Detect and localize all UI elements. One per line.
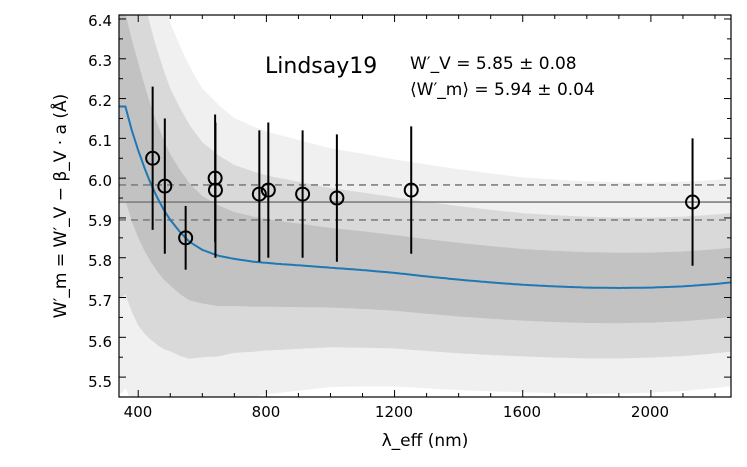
data-point-2 xyxy=(178,206,194,270)
y-tick-label-5.5: 5.5 xyxy=(88,373,112,391)
x-axis-label: λ_eff (nm) xyxy=(382,431,469,451)
chart-title: Lindsay19 xyxy=(265,54,377,79)
data-point-1 xyxy=(157,118,173,254)
point-marker xyxy=(403,182,419,198)
point-marker xyxy=(207,182,223,198)
x-tick-label-800: 800 xyxy=(252,403,281,421)
y-tick-label-5.8: 5.8 xyxy=(88,252,112,270)
y-axis-label: W′_m = W′_V − β_V · a (Å) xyxy=(49,94,71,319)
data-point-9 xyxy=(403,126,419,254)
y-tick-label-6.2: 6.2 xyxy=(88,92,112,110)
point-marker xyxy=(251,186,267,202)
y-tick-label-6.1: 6.1 xyxy=(88,132,112,150)
annotation-wv: W′_V = 5.85 ± 0.08 xyxy=(410,54,577,74)
data-points xyxy=(145,86,701,270)
annotation-wm-mean: ⟨W′_m⟩ = 5.94 ± 0.04 xyxy=(410,80,595,100)
ticks xyxy=(119,15,731,398)
data-point-8 xyxy=(329,134,345,262)
y-tick-label-5.7: 5.7 xyxy=(88,292,112,310)
data-point-6 xyxy=(260,122,276,258)
point-marker xyxy=(157,178,173,194)
point-marker xyxy=(178,230,194,246)
point-marker xyxy=(260,182,276,198)
y-tick-label-5.9: 5.9 xyxy=(88,212,112,230)
point-marker xyxy=(145,150,161,166)
data-point-4 xyxy=(207,122,223,258)
y-tick-label-6.3: 6.3 xyxy=(88,52,112,70)
y-tick-label-5.6: 5.6 xyxy=(88,333,112,351)
y-tick-label-6.4: 6.4 xyxy=(88,12,112,30)
data-point-5 xyxy=(251,130,267,262)
point-marker xyxy=(295,186,311,202)
data-point-7 xyxy=(295,130,311,258)
data-point-0 xyxy=(145,86,161,230)
x-tick-label-400: 400 xyxy=(124,403,153,421)
model-curve xyxy=(119,105,731,290)
plot-frame xyxy=(118,14,732,398)
x-tick-label-1200: 1200 xyxy=(375,403,413,421)
x-tick-label-1600: 1600 xyxy=(503,403,541,421)
point-marker xyxy=(685,194,701,210)
1-sigma-band xyxy=(119,15,731,324)
data-point-10 xyxy=(685,138,701,266)
x-tick-label-2000: 2000 xyxy=(631,403,669,421)
point-marker xyxy=(329,190,345,206)
y-tick-label-6.0: 6.0 xyxy=(88,172,112,190)
